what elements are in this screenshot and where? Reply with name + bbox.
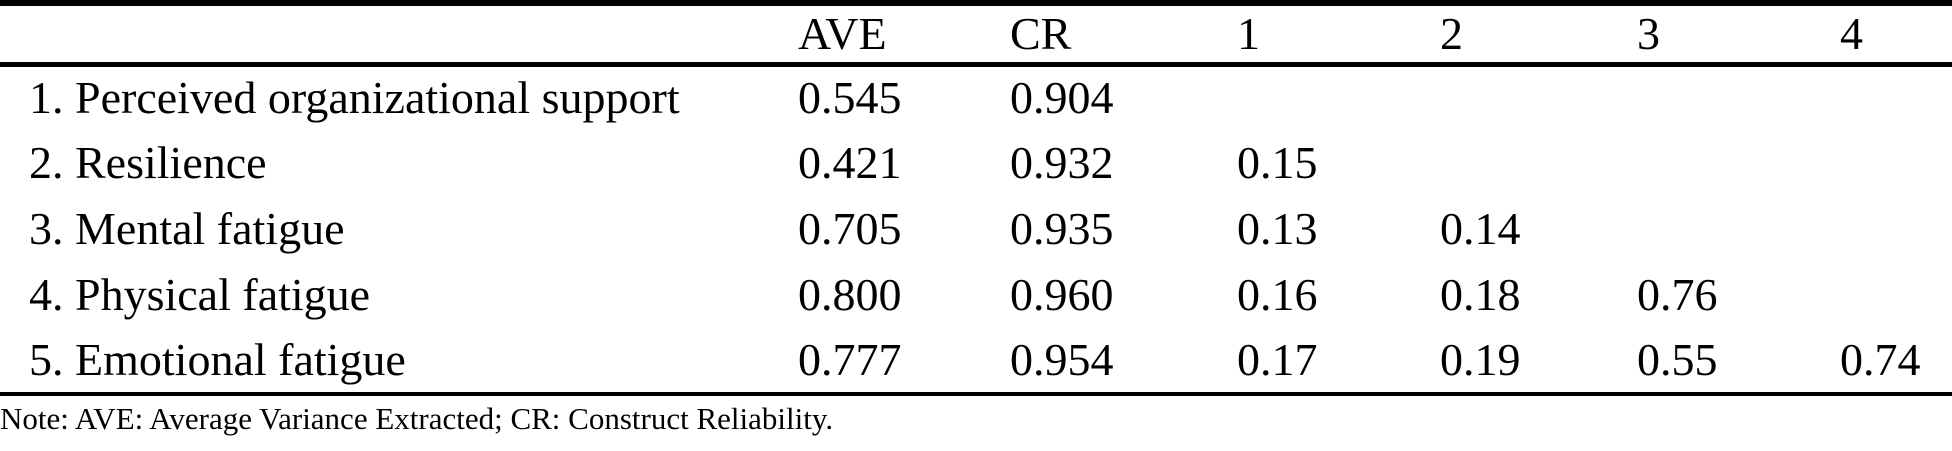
cell-corr-2 (1440, 64, 1637, 130)
header-col-4: 4 (1840, 3, 1952, 67)
cell-corr-2: 0.18 (1440, 269, 1521, 320)
row-label: 4. Physical fatigue (29, 269, 371, 320)
cell-cr: 0.932 (1010, 137, 1114, 188)
cell-corr-3 (1637, 196, 1840, 262)
cell-corr-1: 0.17 (1237, 334, 1318, 385)
header-construct (0, 3, 798, 67)
cell-ave: 0.421 (798, 137, 902, 188)
cell-corr-1: 0.13 (1237, 203, 1318, 254)
cell-cr: 0.904 (1010, 72, 1114, 124)
cell-corr-1: 0.16 (1237, 269, 1318, 320)
cell-cr: 0.960 (1010, 269, 1114, 320)
table-row: 1. Perceived organizational support 0.54… (0, 64, 1952, 130)
cell-cr: 0.954 (1010, 334, 1114, 385)
table-row: 5. Emotional fatigue 0.777 0.954 0.17 0.… (0, 328, 1952, 394)
cell-corr-1 (1237, 64, 1440, 130)
cell-corr-1: 0.15 (1237, 137, 1318, 188)
header-cr: CR (1010, 3, 1237, 67)
header-col-2: 2 (1440, 3, 1637, 67)
row-label: 3. Mental fatigue (29, 203, 345, 254)
row-label: 5. Emotional fatigue (29, 334, 406, 385)
header-col-3: 3 (1637, 3, 1840, 67)
cell-ave: 0.800 (798, 269, 902, 320)
cell-corr-3 (1637, 64, 1840, 130)
header-col-1: 1 (1237, 3, 1440, 67)
cell-corr-4: 0.74 (1840, 334, 1921, 385)
row-label: 2. Resilience (29, 137, 267, 188)
header-ave: AVE (798, 3, 1010, 67)
correlation-reliability-table: AVE CR 1 2 3 4 1. Perceived organization… (0, 0, 1952, 396)
table-row: 3. Mental fatigue 0.705 0.935 0.13 0.14 (0, 196, 1952, 262)
table-row: 2. Resilience 0.421 0.932 0.15 (0, 130, 1952, 196)
table-note: Note: AVE: Average Variance Extracted; C… (0, 400, 834, 436)
cell-corr-3 (1637, 130, 1840, 196)
cell-corr-3: 0.76 (1637, 269, 1718, 320)
cell-corr-4 (1840, 196, 1952, 262)
cell-corr-2: 0.14 (1440, 203, 1521, 254)
cell-ave: 0.545 (798, 72, 902, 124)
cell-corr-4 (1840, 64, 1952, 130)
cell-ave: 0.705 (798, 203, 902, 254)
cell-corr-2 (1440, 130, 1637, 196)
cell-corr-4 (1840, 262, 1952, 328)
cell-cr: 0.935 (1010, 203, 1114, 254)
cell-corr-4 (1840, 130, 1952, 196)
row-label: 1. Perceived organizational support (29, 72, 680, 124)
table-header-row: AVE CR 1 2 3 4 (0, 3, 1952, 67)
cell-ave: 0.777 (798, 334, 902, 385)
cell-corr-2: 0.19 (1440, 334, 1521, 385)
table-row: 4. Physical fatigue 0.800 0.960 0.16 0.1… (0, 262, 1952, 328)
cell-corr-3: 0.55 (1637, 334, 1718, 385)
